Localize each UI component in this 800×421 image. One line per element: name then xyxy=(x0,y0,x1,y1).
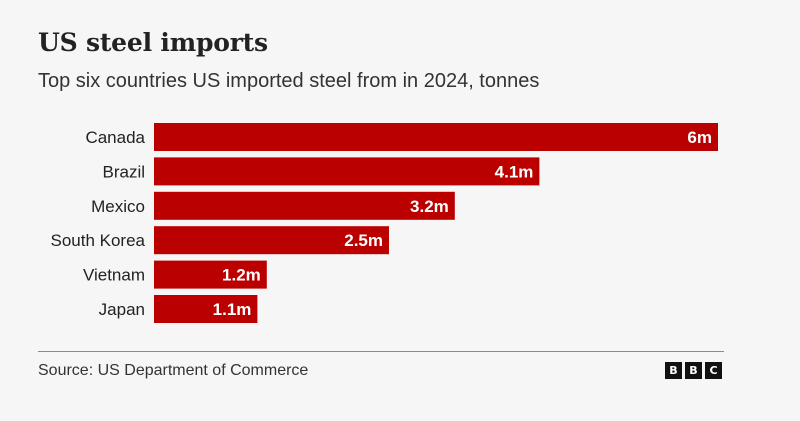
bar-vietnam xyxy=(154,260,267,289)
data-label: 6m xyxy=(687,128,712,147)
bar-japan xyxy=(154,295,258,323)
bar-south-korea xyxy=(154,226,389,255)
data-label: 4.1m xyxy=(495,162,534,181)
data-label: 2.5m xyxy=(344,231,383,250)
bar-brazil xyxy=(154,157,540,186)
data-label: 1.2m xyxy=(222,266,261,285)
category-label: Canada xyxy=(85,128,145,147)
chart-title: US steel imports xyxy=(38,28,268,57)
source-note: Source: US Department of Commerce xyxy=(38,362,309,379)
bbc-logo-letter: C xyxy=(705,362,722,379)
bbc-logo-letter: B xyxy=(665,362,682,379)
category-label: Japan xyxy=(99,300,145,319)
data-label: 1.1m xyxy=(213,300,252,319)
category-label: Brazil xyxy=(102,162,145,181)
bbc-logo-letter: B xyxy=(685,362,702,379)
source-divider xyxy=(38,351,724,352)
category-label: South Korea xyxy=(50,231,145,250)
bar-canada xyxy=(154,123,718,151)
bbc-logo: B B C xyxy=(665,362,722,379)
data-label: 3.2m xyxy=(410,197,449,216)
category-label: Vietnam xyxy=(83,266,145,285)
chart-subtitle: Top six countries US imported steel from… xyxy=(38,70,540,92)
category-label: Mexico xyxy=(91,197,145,216)
bar-mexico xyxy=(154,191,455,220)
